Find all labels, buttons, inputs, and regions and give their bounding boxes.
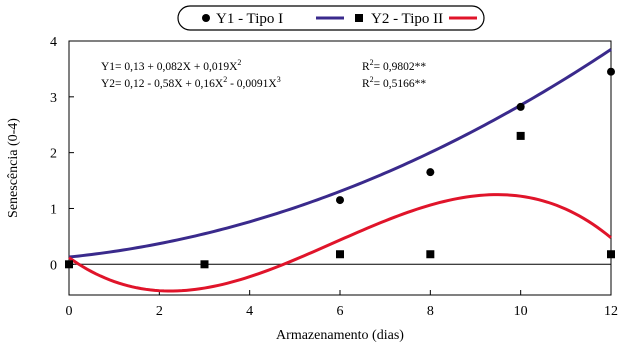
r2-y2: R2= 0,5166** — [362, 75, 426, 90]
y-tick-label: 2 — [50, 147, 57, 162]
point-series-2 — [200, 260, 209, 269]
point-series-2 — [336, 250, 344, 259]
point-series-2 — [516, 131, 525, 140]
legend-marker-series-1 — [202, 14, 210, 22]
r2-y1: R2= 0,9802** — [362, 58, 426, 73]
y-tick-label: 0 — [50, 258, 57, 273]
x-tick-label: 6 — [337, 304, 344, 319]
point-series-2 — [65, 260, 73, 269]
trend-curve-series-2 — [68, 193, 612, 293]
x-tick-label: 0 — [66, 304, 73, 319]
legend: Y1 - Tipo I Y2 - Tipo II — [177, 5, 485, 31]
data-markers — [65, 67, 615, 269]
point-series-1 — [426, 168, 435, 177]
equation-y2: Y2= 0,12 - 0,58X + 0,16X2 - 0,0091X3 — [101, 75, 281, 90]
y-axis-title: Senescência (0-4) — [6, 118, 21, 218]
x-tick-label: 12 — [604, 304, 618, 319]
legend-label-series-2: Y2 - Tipo II — [371, 11, 443, 27]
x-axis-title: Armazenamento (dias) — [276, 328, 404, 343]
point-series-2 — [426, 250, 435, 259]
x-tick-label: 10 — [514, 304, 528, 319]
x-tick-label: 8 — [427, 304, 434, 319]
y-tick-label: 1 — [50, 202, 57, 217]
y-tick-label: 3 — [50, 91, 57, 106]
x-tick-label: 2 — [156, 304, 163, 319]
x-tick-label: 4 — [246, 304, 253, 319]
point-series-1 — [336, 196, 344, 205]
legend-label-series-1: Y1 - Tipo I — [216, 11, 283, 27]
equation-y1: Y1= 0,13 + 0,082X + 0,019X2 — [101, 58, 241, 73]
y-tick-label: 4 — [50, 35, 57, 50]
point-series-1 — [516, 102, 525, 111]
legend-marker-series-2 — [355, 14, 363, 22]
equations: Y1= 0,13 + 0,082X + 0,019X2 R2= 0,9802**… — [101, 58, 426, 90]
point-series-2 — [607, 250, 615, 259]
point-series-1 — [607, 67, 615, 76]
